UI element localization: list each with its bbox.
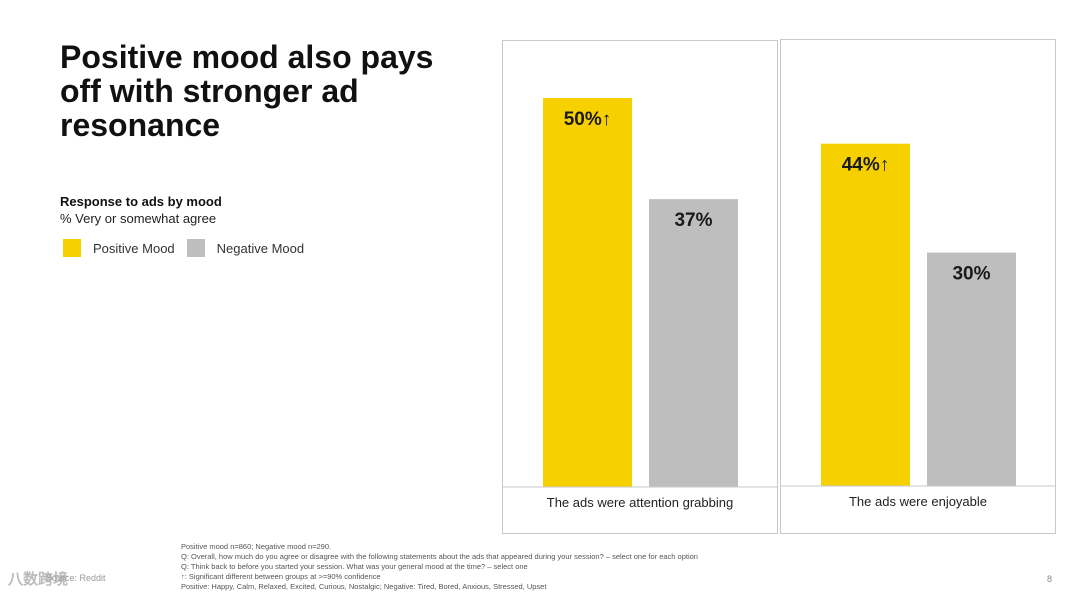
category-label: The ads were enjoyable <box>849 494 987 509</box>
legend: Positive Mood Negative Mood <box>63 239 316 257</box>
page-number: 8 <box>1046 574 1052 584</box>
bar-negative <box>927 252 1016 486</box>
legend-swatch-negative <box>186 239 205 257</box>
chart-panel-attention: 50%↑ 37% The ads were attention grabbing <box>502 40 778 534</box>
category-label: The ads were attention grabbing <box>547 495 733 510</box>
page-title: Positive mood also pays off with stronge… <box>60 39 434 143</box>
legend-label-negative: Negative Mood <box>216 240 305 256</box>
footnote-line: Positive: Happy, Calm, Relaxed, Excited,… <box>181 582 547 591</box>
footnote-line: Q: Think back to before you started your… <box>181 562 528 571</box>
bar-value-label: 50%↑ <box>564 109 612 130</box>
bar-negative <box>649 199 738 487</box>
bar-value-label: 30% <box>952 264 990 285</box>
footnote-line: ↑: Significant different between groups … <box>181 572 381 581</box>
bar-positive <box>543 98 632 487</box>
bar-value-label: 37% <box>674 210 712 231</box>
legend-label-positive: Positive Mood <box>93 240 175 256</box>
bar-value-label: 44%↑ <box>842 155 890 176</box>
chart-subtitle: Response to ads by mood <box>60 194 222 209</box>
chart-measure-note: % Very or somewhat agree <box>60 211 217 226</box>
watermark-logo: 八数跨境 <box>8 571 69 588</box>
footnote-line: Positive mood n=860; Negative mood n=290… <box>181 542 332 551</box>
chart-panel-enjoyable: 44%↑ 30% The ads were enjoyable <box>780 39 1056 534</box>
footnotes: Positive mood n=860; Negative mood n=290… <box>181 542 698 592</box>
chart-svg: 44%↑ 30% The ads were enjoyable <box>781 143 1055 509</box>
watermark-source-text: Source: Reddit <box>46 573 106 583</box>
bar-positive <box>821 143 910 486</box>
footnote-line: Q: Overall, how much do you agree or dis… <box>181 552 698 561</box>
legend-swatch-positive <box>63 239 81 257</box>
chart-svg: 50%↑ 37% The ads were attention grabbing <box>503 98 777 510</box>
